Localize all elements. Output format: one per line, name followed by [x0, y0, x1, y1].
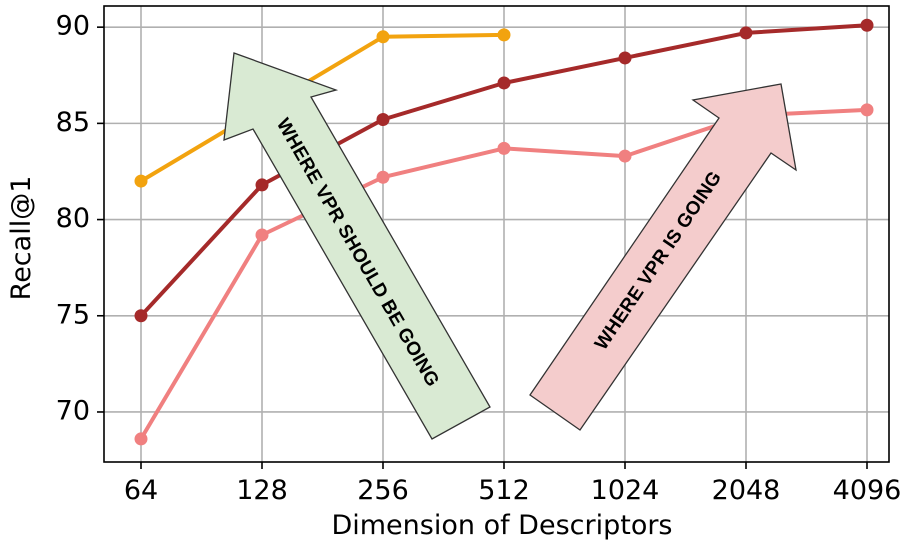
data-point	[618, 51, 632, 65]
x-tick-label: 512	[478, 475, 530, 506]
arrow-should-be-going-shape	[223, 52, 491, 440]
x-tick-label: 256	[357, 475, 409, 506]
arrow-is-going-label: WHERE VPR IS GOING	[591, 168, 726, 354]
y-tick-label: 90	[56, 11, 90, 42]
arrow-is-going: WHERE VPR IS GOING	[529, 83, 797, 431]
data-point	[255, 228, 269, 242]
series-layer	[134, 18, 874, 446]
series-1	[134, 28, 511, 188]
data-point	[860, 103, 874, 117]
data-point	[497, 141, 511, 155]
series-2	[134, 18, 874, 323]
x-tick-label: 128	[236, 475, 288, 506]
data-point	[376, 170, 390, 184]
grid	[104, 6, 889, 462]
data-point	[618, 149, 632, 163]
x-tick-label: 1024	[591, 475, 660, 506]
y-axis-label: Recall@1	[6, 176, 37, 301]
y-tick-label: 75	[56, 299, 90, 330]
annotation-arrows: WHERE VPR SHOULD BE GOING WHERE VPR IS G…	[223, 52, 797, 440]
data-point	[376, 113, 390, 127]
data-point	[497, 28, 511, 42]
data-point	[376, 30, 390, 44]
arrow-should-be-going: WHERE VPR SHOULD BE GOING	[223, 52, 491, 440]
data-point	[739, 26, 753, 40]
x-axis-label: Dimension of Descriptors	[331, 510, 672, 541]
data-point	[255, 178, 269, 192]
y-axis: 70 75 80 85 90	[56, 11, 104, 426]
data-point	[497, 76, 511, 90]
x-tick-label: 2048	[712, 475, 781, 506]
y-tick-label: 85	[56, 107, 90, 138]
x-axis: 64 128 256 512 1024 2048 4096	[124, 462, 902, 506]
data-point	[134, 432, 148, 446]
x-tick-label: 4096	[833, 475, 902, 506]
arrow-should-be-going-label: WHERE VPR SHOULD BE GOING	[272, 115, 443, 390]
data-point	[860, 18, 874, 32]
x-tick-label: 64	[124, 475, 158, 506]
data-point	[134, 309, 148, 323]
arrow-is-going-shape	[529, 83, 797, 431]
plot-frame	[103, 5, 890, 463]
data-point	[134, 174, 148, 188]
y-tick-label: 80	[56, 203, 90, 234]
y-tick-label: 70	[56, 395, 90, 426]
